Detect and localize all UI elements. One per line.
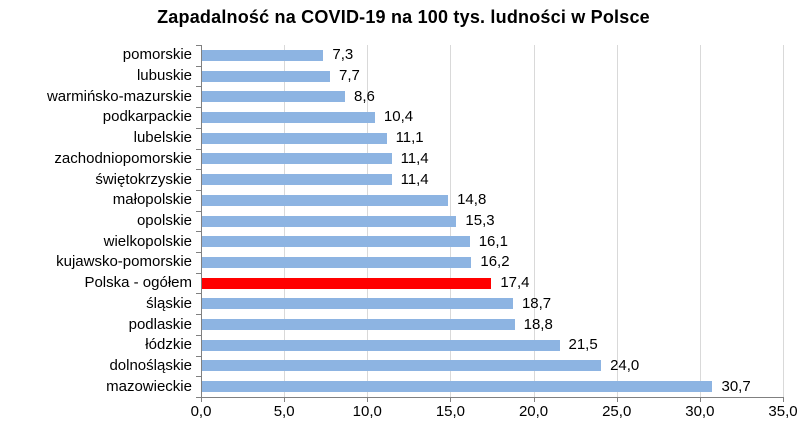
y-axis-tick xyxy=(196,45,201,46)
y-axis-tick xyxy=(196,107,201,109)
y-axis-tick xyxy=(196,65,201,67)
y-axis-tick xyxy=(196,86,201,88)
x-axis-tick xyxy=(450,397,452,402)
y-axis-tick xyxy=(196,376,201,378)
category-label: pomorskie xyxy=(122,46,192,64)
bar xyxy=(202,111,375,123)
value-label: 10,4 xyxy=(383,108,414,126)
bar xyxy=(202,236,470,248)
category-label: lubelskie xyxy=(133,129,192,147)
x-axis-tick xyxy=(783,397,784,402)
x-tick-label: 20,0 xyxy=(518,403,549,420)
value-label: 11,4 xyxy=(400,149,429,167)
category-label: wielkopolskie xyxy=(103,232,192,250)
value-label: 16,1 xyxy=(478,232,508,250)
value-label: 18,7 xyxy=(521,294,552,312)
category-label: łódzkie xyxy=(145,336,192,354)
category-label: podkarpackie xyxy=(102,108,192,126)
value-label: 14,8 xyxy=(457,191,487,209)
x-tick-label: 0,0 xyxy=(190,403,212,420)
bar xyxy=(202,215,457,227)
category-label: warmińsko-mazurskie xyxy=(46,87,192,105)
gridline xyxy=(616,45,618,397)
category-label: śląskie xyxy=(146,294,192,312)
value-label: 24,0 xyxy=(610,356,640,374)
gridline xyxy=(783,45,784,397)
category-label: zachodniopomorskie xyxy=(54,149,192,167)
y-axis-tick xyxy=(196,397,201,398)
y-axis-tick xyxy=(196,189,201,191)
category-label: dolnośląskie xyxy=(109,356,192,374)
y-axis-tick xyxy=(196,334,201,336)
bar xyxy=(202,339,560,351)
bar xyxy=(202,194,449,206)
y-axis-tick xyxy=(196,169,201,171)
bar xyxy=(202,132,387,144)
bar-highlight xyxy=(202,277,492,289)
bar xyxy=(202,174,392,186)
value-label: 11,1 xyxy=(395,129,424,147)
gridline xyxy=(533,45,535,397)
category-label: kujawsko-pomorskie xyxy=(56,253,192,271)
x-tick-label: 25,0 xyxy=(602,403,632,420)
bar xyxy=(202,381,713,393)
category-label: podlaskie xyxy=(128,315,192,333)
x-axis-tick xyxy=(616,397,618,402)
value-label: 18,8 xyxy=(523,315,553,333)
x-tick-label: 15,0 xyxy=(435,403,466,420)
x-axis xyxy=(201,397,783,398)
y-axis-tick xyxy=(196,148,201,150)
bar xyxy=(202,319,515,331)
bar xyxy=(202,298,513,310)
value-label: 16,2 xyxy=(480,253,510,271)
value-label: 21,5 xyxy=(568,336,598,354)
y-axis-tick xyxy=(196,127,201,129)
category-label: Polska - ogółem xyxy=(84,274,192,292)
y-axis-tick xyxy=(196,210,201,212)
y-axis xyxy=(201,45,202,398)
value-label: 30,7 xyxy=(721,377,751,395)
value-label: 8,6 xyxy=(354,87,375,105)
category-label: mazowieckie xyxy=(106,377,192,395)
chart-title: Zapadalność na COVID-19 na 100 tys. ludn… xyxy=(157,7,650,27)
bar xyxy=(202,49,324,61)
value-label: 17,4 xyxy=(500,274,530,292)
category-label: małopolskie xyxy=(112,191,192,209)
value-label: 7,3 xyxy=(332,46,354,64)
x-tick-label: 35,0 xyxy=(768,403,798,420)
value-label: 11,4 xyxy=(400,170,429,188)
category-label: lubuskie xyxy=(136,67,192,85)
bar xyxy=(202,256,472,268)
x-axis-tick xyxy=(699,397,701,402)
y-axis-tick xyxy=(196,355,201,357)
y-axis-tick xyxy=(196,252,201,254)
category-label: świętokrzyskie xyxy=(95,170,192,188)
x-tick-label: 10,0 xyxy=(352,403,382,420)
x-tick-label: 5,0 xyxy=(273,403,295,420)
bar xyxy=(202,360,602,372)
y-axis-tick xyxy=(196,231,201,233)
bar xyxy=(202,70,331,82)
y-axis-tick xyxy=(196,314,201,316)
x-tick-label: 30,0 xyxy=(685,403,715,420)
y-axis-tick xyxy=(196,272,201,274)
x-axis-tick xyxy=(201,397,202,402)
bar xyxy=(202,91,345,103)
bar xyxy=(202,153,392,165)
value-label: 7,7 xyxy=(339,67,360,85)
category-label: opolskie xyxy=(136,212,192,229)
gridline xyxy=(699,45,701,397)
y-axis-tick xyxy=(196,293,201,295)
x-axis-tick xyxy=(533,397,535,402)
x-axis-tick xyxy=(284,397,286,402)
value-label: 15,3 xyxy=(465,212,495,229)
x-axis-tick xyxy=(367,397,369,402)
